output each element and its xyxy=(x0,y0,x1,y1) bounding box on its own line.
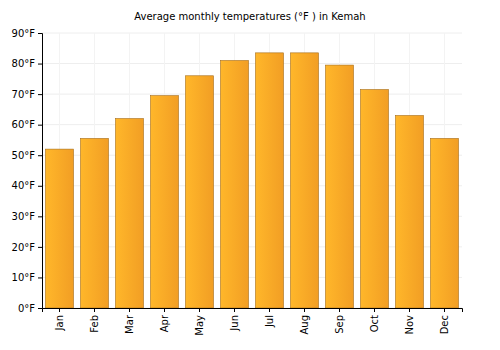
y-tick-label: 40°F xyxy=(12,180,36,191)
x-tick: Jul xyxy=(264,308,275,328)
x-tick-mark xyxy=(129,308,130,312)
y-tick-label: 80°F xyxy=(12,58,36,69)
x-tick: Apr xyxy=(159,308,170,332)
x-tick-mark xyxy=(94,308,95,312)
x-tick-mark xyxy=(59,308,60,312)
grid xyxy=(42,33,462,308)
x-tick: Nov xyxy=(404,308,415,335)
y-tick-label: 0°F xyxy=(18,303,35,314)
bar xyxy=(81,138,109,308)
grid-line xyxy=(42,63,462,64)
y-tick-mark xyxy=(38,155,42,156)
x-tick-label: Jan xyxy=(54,315,65,331)
y-tick: 60°F xyxy=(12,119,42,130)
bar xyxy=(291,53,319,308)
bars xyxy=(46,53,459,308)
x-tick-mark xyxy=(409,308,410,312)
x-tick-mark xyxy=(339,308,340,312)
y-tick: 40°F xyxy=(12,180,42,191)
bar xyxy=(431,138,459,308)
grid-line xyxy=(42,94,462,95)
x-tick: Jun xyxy=(229,308,240,332)
x-tick-label: Jun xyxy=(229,315,240,332)
y-tick: 20°F xyxy=(12,242,42,253)
y-tick-mark xyxy=(38,308,42,309)
x-tick-mark xyxy=(444,308,445,312)
y-tick-label: 50°F xyxy=(12,150,36,161)
x-tick: Oct xyxy=(369,308,380,332)
x-tick-label: Nov xyxy=(404,315,415,335)
x-tick: Aug xyxy=(299,308,310,335)
x-tick-mark xyxy=(269,308,270,312)
x-axis-line xyxy=(43,309,463,313)
y-tick: 30°F xyxy=(12,211,42,222)
y-tick-mark xyxy=(38,33,42,34)
y-tick-label: 90°F xyxy=(12,28,36,39)
grid-line xyxy=(42,33,462,34)
x-tick-mark xyxy=(164,308,165,312)
x-tick-mark xyxy=(234,308,235,312)
x-tick: Dec xyxy=(439,308,450,334)
x-tick-label: Mar xyxy=(124,314,135,334)
y-tick: 70°F xyxy=(12,89,42,100)
bar xyxy=(221,61,249,309)
x-tick-mark xyxy=(199,308,200,312)
x-tick: Sep xyxy=(334,308,345,334)
title: Average monthly temperatures (°F ) in Ke… xyxy=(134,11,365,22)
x-axis: Jan Feb Mar Apr May Jun Jul Aug Sep Oct Nov Dec xyxy=(43,308,463,336)
plot: 0°F 10°F 20°F 30°F 40°F 50°F 60°F 70°F 80°F 90°F J… xyxy=(12,28,463,336)
y-tick-mark xyxy=(38,94,42,95)
x-tick-label: Jul xyxy=(264,315,275,328)
x-tick-label: Dec xyxy=(439,315,450,334)
x-tick-mark xyxy=(304,308,305,312)
x-tick-label: Feb xyxy=(89,315,100,333)
bar xyxy=(256,53,284,308)
x-tick: Feb xyxy=(89,308,100,333)
y-tick: 90°F xyxy=(12,28,42,39)
y-tick: 0°F xyxy=(18,303,42,314)
bar xyxy=(116,119,144,308)
chart: 0°F 10°F 20°F 30°F 40°F 50°F 60°F 70°F 80°F 90°F J… xyxy=(0,0,500,350)
x-tick-label: May xyxy=(194,315,205,336)
y-tick-mark xyxy=(38,216,42,217)
bar xyxy=(396,116,424,309)
y-tick: 50°F xyxy=(12,150,42,161)
bar xyxy=(186,76,214,308)
bar xyxy=(46,149,74,308)
y-tick-mark xyxy=(38,186,42,187)
y-tick-mark xyxy=(38,125,42,126)
bar xyxy=(151,96,179,308)
y-axis-line xyxy=(38,34,43,309)
y-tick: 10°F xyxy=(12,272,42,283)
y-tick-label: 20°F xyxy=(12,242,36,253)
y-tick: 80°F xyxy=(12,58,42,69)
x-tick: May xyxy=(194,308,205,336)
y-tick-mark xyxy=(38,277,42,278)
y-tick-label: 10°F xyxy=(12,272,36,283)
bar xyxy=(361,90,389,308)
x-tick: Mar xyxy=(124,308,135,334)
bar xyxy=(326,65,354,308)
x-tick-mark xyxy=(374,308,375,312)
x-tick-label: Sep xyxy=(334,315,345,334)
x-tick: Jan xyxy=(54,308,65,331)
y-tick-label: 30°F xyxy=(12,211,36,222)
x-tick-label: Apr xyxy=(159,314,170,332)
y-tick-mark xyxy=(38,247,42,248)
y-tick-label: 70°F xyxy=(12,89,36,100)
x-tick-label: Aug xyxy=(299,315,310,335)
x-tick-label: Oct xyxy=(369,315,380,332)
y-axis: 0°F 10°F 20°F 30°F 40°F 50°F 60°F 70°F 80°F 90°F xyxy=(12,28,43,314)
y-tick-mark xyxy=(38,64,42,65)
y-tick-label: 60°F xyxy=(12,119,36,130)
